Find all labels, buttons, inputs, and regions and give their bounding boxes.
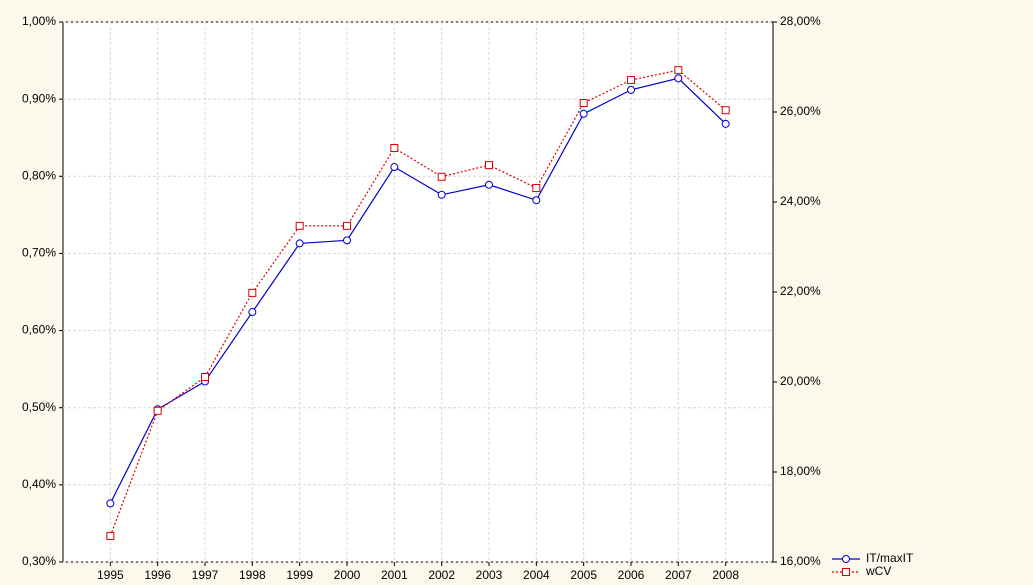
data-point (437, 172, 446, 181)
legend-label: IT/maxIT (866, 551, 914, 565)
y2-tick-label: 16,00% (780, 554, 821, 568)
legend-marker (842, 568, 850, 576)
series-line (109, 77, 727, 504)
data-point (532, 184, 541, 193)
data-point (295, 239, 304, 248)
data-point (343, 221, 351, 230)
data-point (390, 144, 399, 152)
data-point (721, 106, 730, 115)
data-point (343, 236, 351, 245)
y2-tick-label: 22,00% (780, 284, 821, 298)
data-point (579, 99, 588, 107)
data-point (295, 221, 304, 230)
data-point (153, 406, 162, 415)
y-tick-label: 1,00% (22, 14, 56, 28)
x-tick-label: 2004 (523, 568, 550, 582)
data-point (390, 163, 399, 172)
x-tick-label: 1999 (286, 568, 313, 582)
data-point (248, 288, 257, 297)
x-tick-label: 2002 (428, 568, 455, 582)
x-tick-label: 2005 (570, 568, 597, 582)
x-tick-label: 1995 (97, 568, 124, 582)
x-tick-label: 1996 (144, 568, 171, 582)
y2-tick-label: 28,00% (780, 14, 821, 28)
data-point (106, 499, 115, 508)
data-point (485, 180, 493, 189)
x-tick-label: 2000 (334, 568, 361, 582)
series-line (109, 69, 727, 537)
data-point (485, 161, 493, 170)
y2-tick-label: 26,00% (780, 104, 821, 118)
data-point (201, 373, 209, 382)
legend-marker (842, 555, 850, 563)
legend-label: wCV (865, 564, 891, 578)
x-tick-label: 1997 (192, 568, 219, 582)
y-tick-label: 0,80% (22, 168, 56, 182)
data-point (721, 119, 730, 128)
data-point (248, 308, 257, 317)
x-tick-label: 2008 (712, 568, 739, 582)
plot-area (62, 21, 774, 563)
data-point (627, 85, 635, 94)
y-tick-label: 0,50% (22, 400, 56, 414)
data-point (674, 66, 683, 75)
data-point (532, 196, 541, 205)
data-point (106, 531, 115, 540)
x-tick-label: 2006 (618, 568, 645, 582)
data-point (674, 74, 683, 83)
y2-tick-label: 24,00% (780, 194, 821, 208)
y-tick-label: 0,30% (22, 554, 56, 568)
y-tick-label: 0,60% (22, 323, 56, 337)
data-point (437, 190, 446, 199)
x-tick-label: 2007 (665, 568, 692, 582)
y-tick-label: 0,40% (22, 477, 56, 491)
data-point (627, 76, 635, 85)
y2-tick-label: 20,00% (780, 374, 821, 388)
data-point (579, 109, 588, 118)
y2-tick-label: 18,00% (780, 464, 821, 478)
x-tick-label: 2001 (381, 568, 408, 582)
y-tick-label: 0,70% (22, 246, 56, 260)
x-tick-label: 1998 (239, 568, 266, 582)
x-tick-label: 2003 (476, 568, 503, 582)
y-tick-label: 0,90% (22, 91, 56, 105)
